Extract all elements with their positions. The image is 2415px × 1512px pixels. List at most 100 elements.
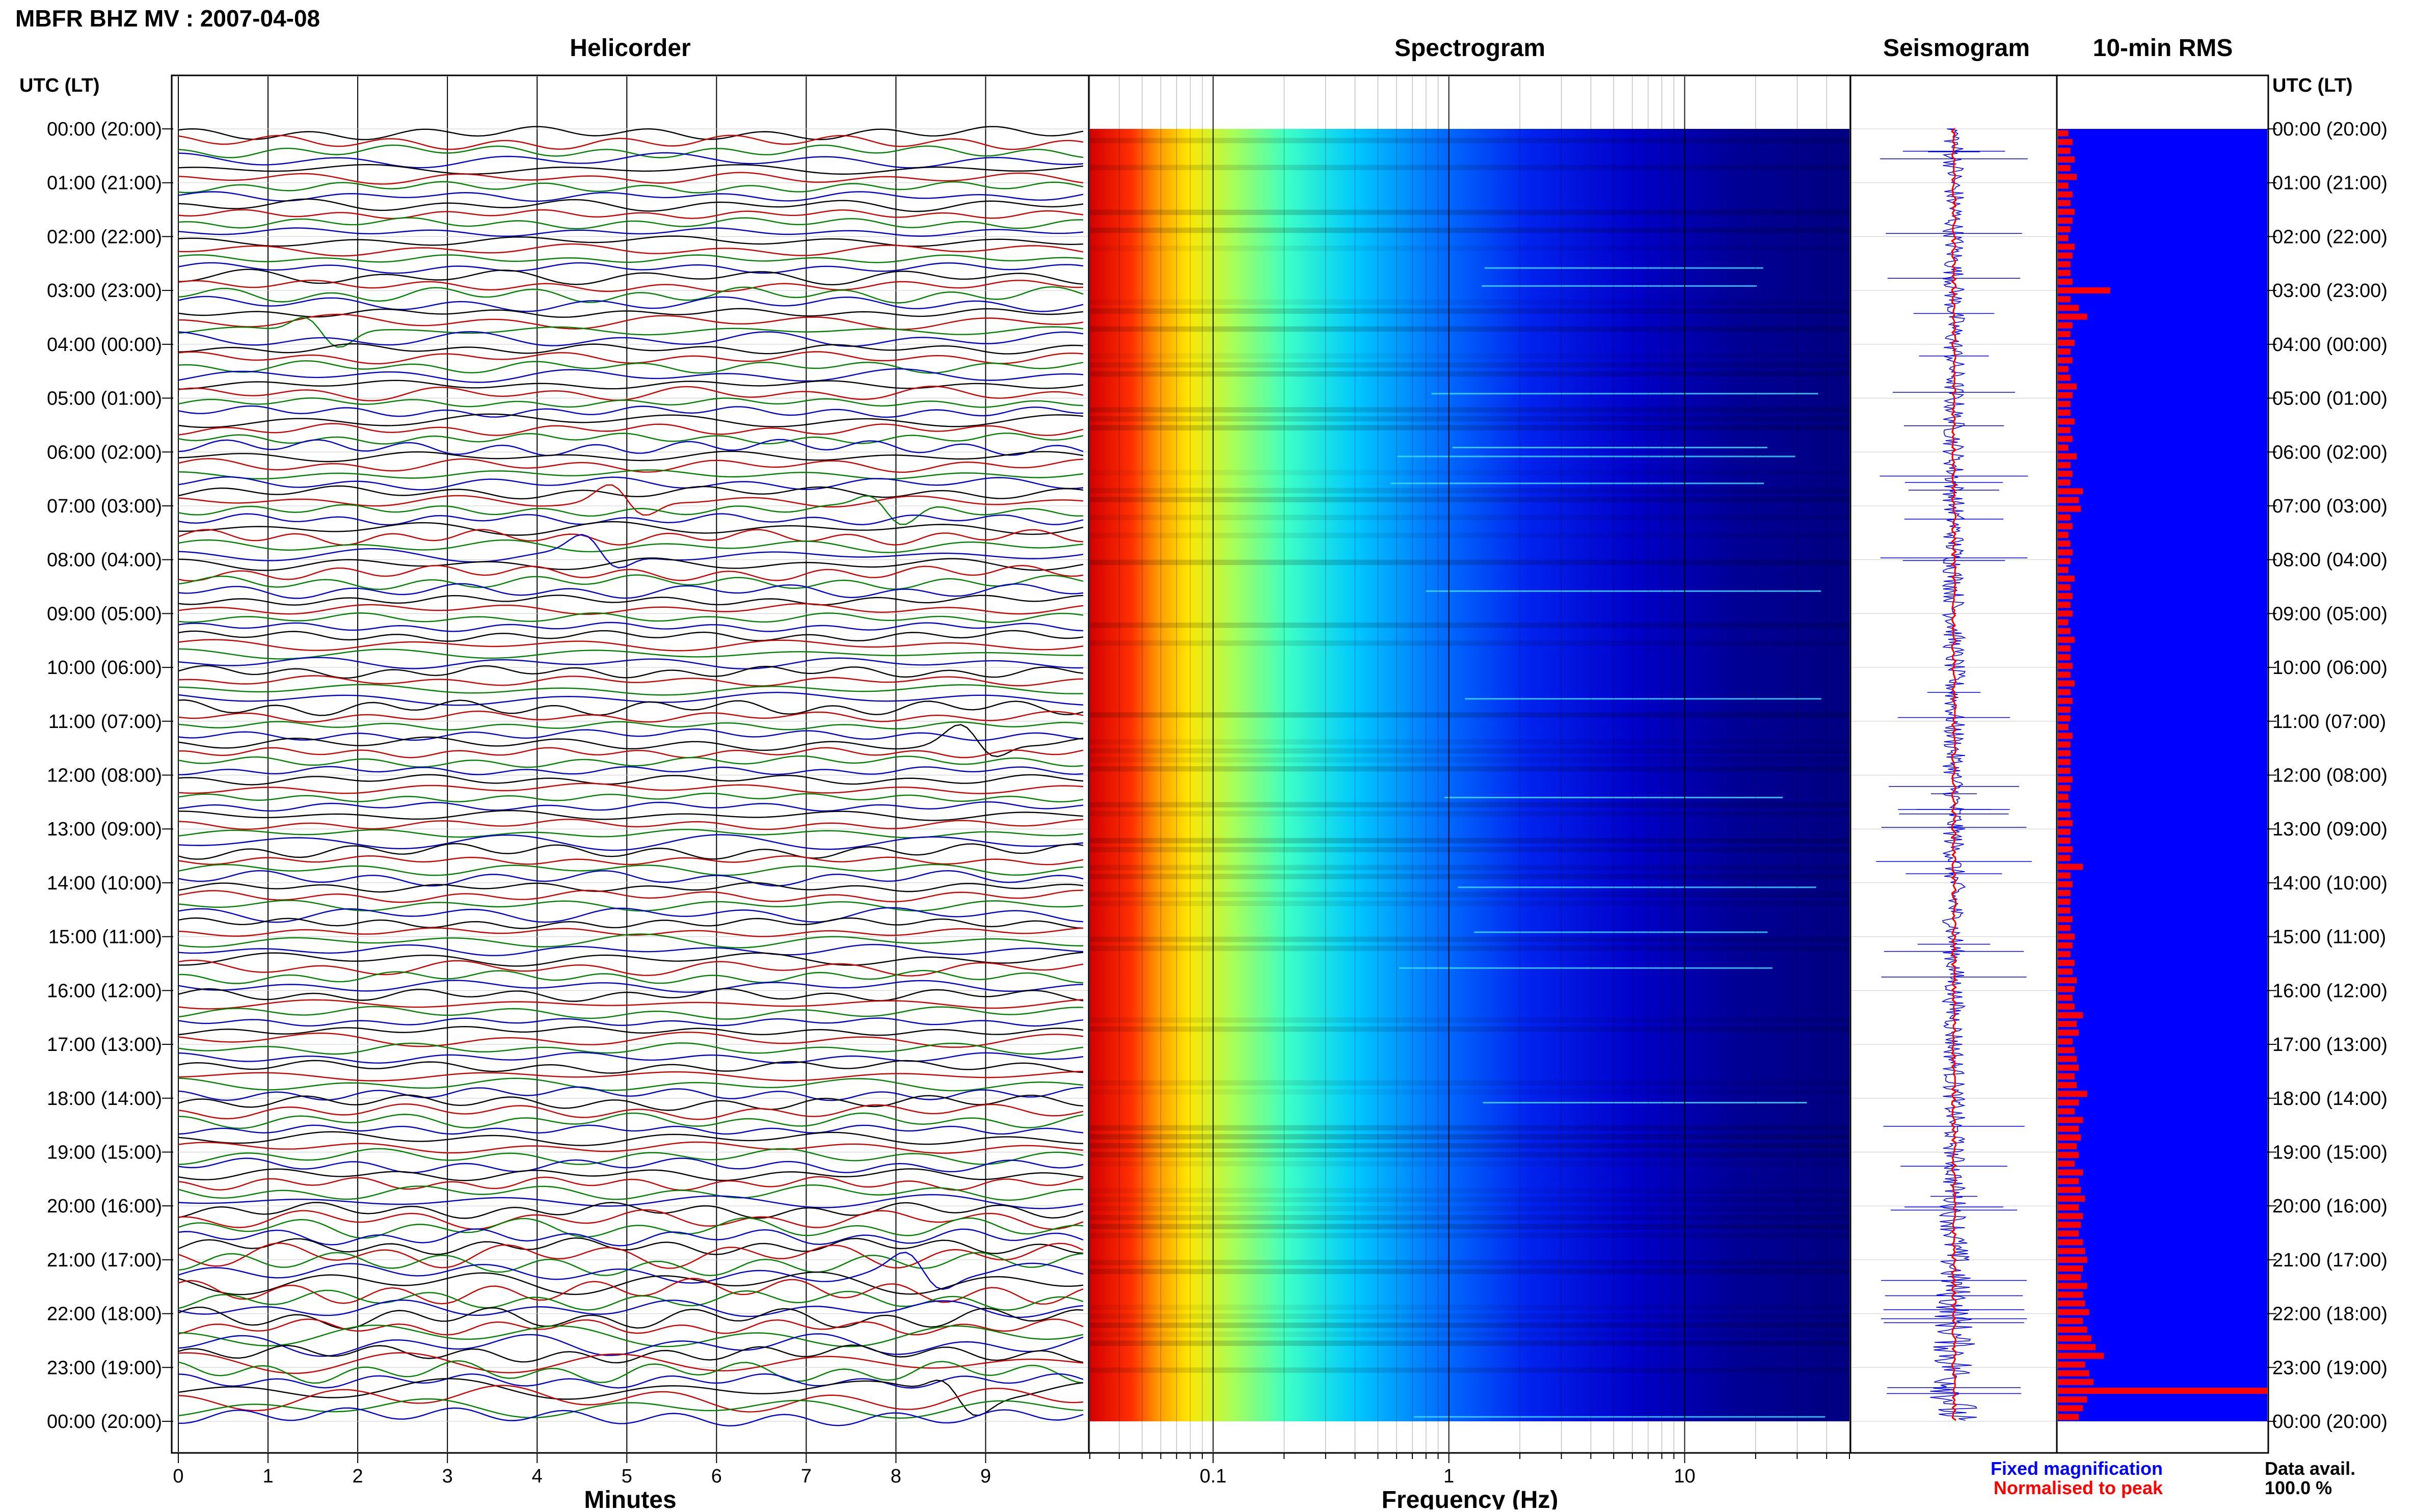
helicorder-trace [178, 1103, 1084, 1120]
helicorder-trace [178, 368, 1084, 383]
time-tick-label-right: 22:00 (18:00) [2272, 1304, 2387, 1325]
helicorder-trace [178, 469, 1084, 480]
helicorder-trace [178, 724, 1084, 758]
minute-tick-label: 7 [801, 1466, 812, 1487]
rms-bar [2058, 741, 2071, 748]
helicorder-trace [178, 917, 1084, 929]
rms-bar [2058, 776, 2073, 783]
rms-bar [2058, 785, 2071, 792]
minute-tick-label: 6 [711, 1466, 722, 1487]
spectrogram-row [1090, 766, 1849, 772]
helicorder-trace [178, 513, 1084, 526]
time-tick-label-right: 05:00 (01:00) [2272, 388, 2387, 410]
rms-bar [2058, 750, 2071, 757]
time-tick-label-right: 21:00 (17:00) [2272, 1250, 2387, 1271]
helicorder-trace [178, 809, 1084, 821]
spectrogram-row [1090, 865, 1849, 871]
helicorder-trace [178, 1194, 1084, 1209]
rms-bar [2058, 147, 2071, 154]
helicorder-trace [178, 782, 1084, 794]
rms-bar [2058, 532, 2069, 538]
rms-bar [2058, 1195, 2085, 1202]
seismogram-normalised-trace [1950, 128, 1957, 1421]
time-tick-label-left: 07:00 (03:00) [47, 496, 162, 517]
helicorder-trace [178, 1307, 1084, 1330]
spectrogram-row [1090, 1233, 1849, 1238]
rms-bar [2058, 392, 2073, 398]
rms-bar [2058, 1388, 2267, 1394]
rms-bar [2058, 1021, 2077, 1027]
rms-bar [2058, 706, 2071, 713]
rms-bar [2058, 226, 2071, 233]
spectrogram-row [1090, 936, 1849, 942]
time-tick-label-right: 07:00 (03:00) [2272, 496, 2387, 517]
helicorder-trace [178, 1318, 1084, 1336]
minute-tick-label: 1 [262, 1466, 273, 1487]
spectrogram-row [1090, 757, 1849, 763]
helicorder-trace [178, 1060, 1084, 1074]
time-tick-label-left: 00:00 (20:00) [47, 1411, 162, 1433]
spectrogram-row [1090, 1313, 1849, 1319]
time-tick-label-left: 21:00 (17:00) [47, 1250, 162, 1271]
time-axis-label-left: UTC (LT) [19, 75, 100, 96]
helicorder-trace [178, 495, 1084, 525]
helicorder-trace [178, 295, 1084, 312]
rms-panel [2056, 74, 2269, 1454]
rms-bar [2058, 174, 2077, 180]
helicorder-trace [178, 1373, 1084, 1389]
time-tick-label-left: 13:00 (09:00) [47, 819, 162, 840]
rms-bar [2058, 401, 2071, 407]
rms-bar [2058, 593, 2073, 600]
time-tick-label-right: 09:00 (05:00) [2272, 603, 2387, 625]
data-avail-value: 100.0 % [2265, 1477, 2332, 1498]
helicorder-trace [178, 1124, 1084, 1135]
helicorder-trace [178, 1184, 1084, 1201]
spectrogram-row [1090, 802, 1849, 807]
rms-bar [2058, 1012, 2083, 1018]
rms-bar [2058, 802, 2071, 809]
minute-tick-label: 4 [532, 1466, 543, 1487]
rms-bar [2058, 846, 2073, 853]
helicorder-trace [178, 1157, 1084, 1174]
helicorder-trace [178, 603, 1084, 615]
helicorder-trace [178, 819, 1084, 830]
helicorder-trace [178, 792, 1084, 803]
minute-tick-label: 0 [173, 1466, 183, 1487]
helicorder-trace [178, 1299, 1084, 1318]
spectrogram-row [1090, 1340, 1849, 1346]
spectrogram-row [1090, 371, 1849, 377]
rms-bar [2058, 410, 2071, 416]
rms-bar [2058, 549, 2073, 556]
rms-bar [2058, 383, 2077, 390]
helicorder-trace [178, 933, 1084, 949]
rms-bar [2058, 724, 2069, 731]
rms-bar [2058, 994, 2073, 1001]
spectrogram-row [1090, 748, 1849, 754]
rms-bar [2058, 1265, 2083, 1272]
rms-bar [2058, 986, 2075, 992]
minute-tick-label: 8 [891, 1466, 901, 1487]
rms-bar [2058, 269, 2071, 276]
spectrogram-row [1090, 470, 1849, 476]
rms-bar [2058, 1222, 2081, 1228]
helicorder-trace [178, 521, 1084, 536]
helicorder-trace [178, 198, 1084, 212]
time-tick-label-right: 10:00 (06:00) [2272, 657, 2387, 679]
helicorder-trace [178, 191, 1084, 202]
time-tick-label-left: 19:00 (15:00) [47, 1142, 162, 1163]
helicorder-trace [178, 217, 1084, 230]
helicorder-trace [178, 1051, 1084, 1064]
time-tick-label-left: 15:00 (11:00) [48, 927, 162, 948]
rms-bar [2058, 759, 2071, 765]
rms-bar [2058, 279, 2073, 285]
helicorder-trace [178, 774, 1084, 786]
spectrogram-row [1090, 1331, 1849, 1337]
rms-bar [2058, 899, 2071, 905]
helicorder-trace [178, 855, 1084, 866]
rms-bar [2058, 1379, 2094, 1385]
helicorder-trace [178, 882, 1084, 893]
spectrogram-row [1090, 1080, 1849, 1086]
rms-bar [2058, 340, 2075, 346]
rms-bar [2058, 794, 2069, 800]
